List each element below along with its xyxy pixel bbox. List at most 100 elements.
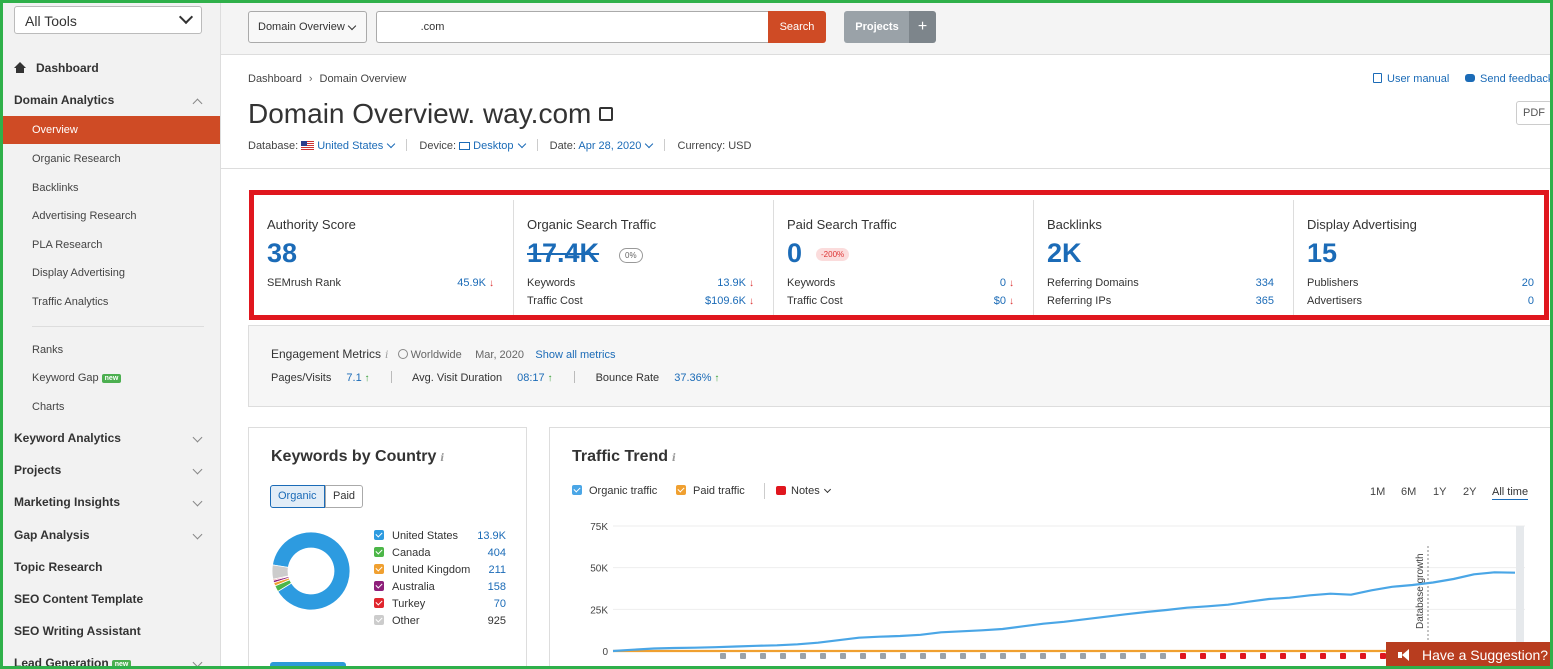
search-button[interactable]: Search bbox=[768, 11, 826, 43]
external-link-icon[interactable] bbox=[599, 107, 614, 121]
domain-overview-select[interactable]: Domain Overview bbox=[248, 11, 367, 43]
country-keyword-count[interactable]: 158 bbox=[487, 581, 506, 593]
checkbox-icon[interactable] bbox=[374, 564, 384, 574]
note-marker[interactable] bbox=[1060, 653, 1066, 659]
send-feedback-link[interactable]: Send feedback bbox=[1465, 73, 1553, 85]
checkbox-icon[interactable] bbox=[374, 615, 384, 625]
note-marker[interactable] bbox=[860, 653, 866, 659]
metric-row-value[interactable]: 365 bbox=[1255, 295, 1274, 307]
note-marker[interactable] bbox=[880, 653, 886, 659]
checkbox-icon[interactable] bbox=[374, 530, 384, 540]
device-select[interactable]: Desktop bbox=[459, 139, 526, 152]
metric-row-value[interactable]: 45.9K bbox=[457, 277, 486, 289]
note-marker[interactable] bbox=[1000, 653, 1006, 659]
sidebar-section-keyword-analytics[interactable]: Keyword Analytics bbox=[3, 431, 220, 445]
info-icon[interactable]: i bbox=[672, 453, 676, 464]
sidebar-item-organic-research[interactable]: Organic Research bbox=[3, 153, 220, 165]
note-marker[interactable] bbox=[940, 653, 946, 659]
legend-organic-traffic[interactable]: Organic traffic bbox=[572, 485, 657, 497]
info-icon[interactable]: i bbox=[440, 453, 445, 464]
checkbox-icon[interactable] bbox=[374, 581, 384, 591]
notes-dropdown[interactable]: Notes bbox=[776, 485, 831, 497]
note-marker[interactable] bbox=[1220, 653, 1226, 659]
tab-organic[interactable]: Organic bbox=[270, 485, 325, 508]
metric-value[interactable]: 15 bbox=[1307, 238, 1338, 268]
range-1y[interactable]: 1Y bbox=[1433, 486, 1447, 498]
metric-row-value[interactable]: $109.6K bbox=[705, 295, 746, 307]
metric-row-value[interactable]: $0 bbox=[993, 295, 1006, 307]
tab-paid[interactable]: Paid bbox=[325, 485, 364, 508]
show-all-metrics-link[interactable]: Show all metrics bbox=[535, 349, 616, 361]
info-icon[interactable]: i bbox=[385, 350, 389, 361]
metric-value[interactable]: 17.4K bbox=[527, 238, 600, 268]
country-row[interactable]: Australia 158 bbox=[374, 581, 506, 593]
sidebar-item-advertising-research[interactable]: Advertising Research bbox=[3, 210, 220, 222]
metric-row-value[interactable]: 13.9K bbox=[717, 277, 746, 289]
sidebar-item-overview[interactable]: Overview bbox=[3, 116, 220, 144]
note-marker[interactable] bbox=[1180, 653, 1186, 659]
country-row[interactable]: United Kingdom 211 bbox=[374, 564, 506, 576]
country-keyword-count[interactable]: 13.9K bbox=[477, 530, 506, 542]
note-marker[interactable] bbox=[820, 653, 826, 659]
note-marker[interactable] bbox=[1140, 653, 1146, 659]
sidebar-item-topic-research[interactable]: Topic Research bbox=[3, 560, 220, 574]
metric-row-value[interactable]: 0 bbox=[999, 277, 1006, 289]
note-marker[interactable] bbox=[1200, 653, 1206, 659]
note-marker[interactable] bbox=[960, 653, 966, 659]
country-row[interactable]: Turkey 70 bbox=[374, 598, 506, 610]
country-keyword-count[interactable]: 70 bbox=[493, 598, 506, 610]
note-marker[interactable] bbox=[920, 653, 926, 659]
metric-backlinks[interactable]: Backlinks 2K Referring Domains 334 Refer… bbox=[1034, 200, 1294, 315]
note-marker[interactable] bbox=[1040, 653, 1046, 659]
sidebar-item-charts[interactable]: Charts bbox=[3, 401, 220, 413]
range-1m[interactable]: 1M bbox=[1370, 486, 1386, 498]
view-full-report-button[interactable] bbox=[270, 662, 346, 669]
note-marker[interactable] bbox=[1280, 653, 1286, 659]
note-marker[interactable] bbox=[780, 653, 786, 659]
country-keyword-count[interactable]: 404 bbox=[487, 547, 506, 559]
metric-row-value[interactable]: 0 bbox=[1527, 295, 1534, 307]
projects-button[interactable]: Projects bbox=[844, 11, 910, 43]
note-marker[interactable] bbox=[1320, 653, 1326, 659]
note-marker[interactable] bbox=[1380, 653, 1386, 659]
sidebar-item-backlinks[interactable]: Backlinks bbox=[3, 182, 220, 194]
note-marker[interactable] bbox=[800, 653, 806, 659]
add-project-button[interactable]: + bbox=[909, 11, 936, 43]
metric-row-value[interactable]: 334 bbox=[1255, 277, 1274, 289]
donut-slice[interactable] bbox=[271, 564, 289, 580]
metric-row-value[interactable]: 20 bbox=[1521, 277, 1534, 289]
metric-authority-score[interactable]: Authority Score 38 SEMrush Rank 45.9K ↓ bbox=[254, 200, 514, 315]
note-marker[interactable] bbox=[1300, 653, 1306, 659]
checkbox-icon[interactable] bbox=[374, 547, 384, 557]
database-select[interactable]: United States bbox=[301, 139, 396, 152]
date-select[interactable]: Apr 28, 2020 bbox=[578, 139, 654, 152]
user-manual-link[interactable]: User manual bbox=[1373, 73, 1449, 85]
note-marker[interactable] bbox=[720, 653, 726, 659]
note-marker[interactable] bbox=[1340, 653, 1346, 659]
metric-value[interactable]: 2K bbox=[1047, 238, 1082, 268]
note-marker[interactable] bbox=[1100, 653, 1106, 659]
series-line-organic-traffic[interactable] bbox=[612, 571, 1516, 653]
country-keyword-count[interactable]: 211 bbox=[488, 564, 506, 576]
note-marker[interactable] bbox=[1120, 653, 1126, 659]
checkbox-icon[interactable] bbox=[374, 598, 384, 608]
metric-value[interactable]: 38 bbox=[267, 238, 298, 268]
country-row[interactable]: Canada 404 bbox=[374, 547, 506, 559]
sidebar-item-seo-writing-assistant[interactable]: SEO Writing Assistant bbox=[3, 624, 220, 638]
note-marker[interactable] bbox=[1360, 653, 1366, 659]
sidebar-item-keyword-gap[interactable]: Keyword Gap new bbox=[3, 372, 220, 384]
sidebar-item-ranks[interactable]: Ranks bbox=[3, 344, 220, 356]
have-a-suggestion-button[interactable]: Have a Suggestion? bbox=[1386, 642, 1550, 669]
note-marker[interactable] bbox=[1240, 653, 1246, 659]
country-row[interactable]: Other 925 bbox=[374, 615, 506, 627]
note-marker[interactable] bbox=[1260, 653, 1266, 659]
donut-slice[interactable] bbox=[272, 531, 351, 611]
sidebar-section-marketing-insights[interactable]: Marketing Insights bbox=[3, 495, 220, 509]
country-row[interactable]: United States 13.9K bbox=[374, 530, 506, 542]
metric-display-advertising[interactable]: Display Advertising 15 Publishers 20 Adv… bbox=[1294, 200, 1544, 315]
legend-paid-traffic[interactable]: Paid traffic bbox=[676, 485, 745, 497]
metric-organic-search-traffic[interactable]: Organic Search Traffic 17.4K 0% Keywords… bbox=[514, 200, 774, 315]
metric-value[interactable]: 0 bbox=[787, 238, 803, 268]
range-6m[interactable]: 6M bbox=[1401, 486, 1417, 498]
note-marker[interactable] bbox=[1160, 653, 1166, 659]
